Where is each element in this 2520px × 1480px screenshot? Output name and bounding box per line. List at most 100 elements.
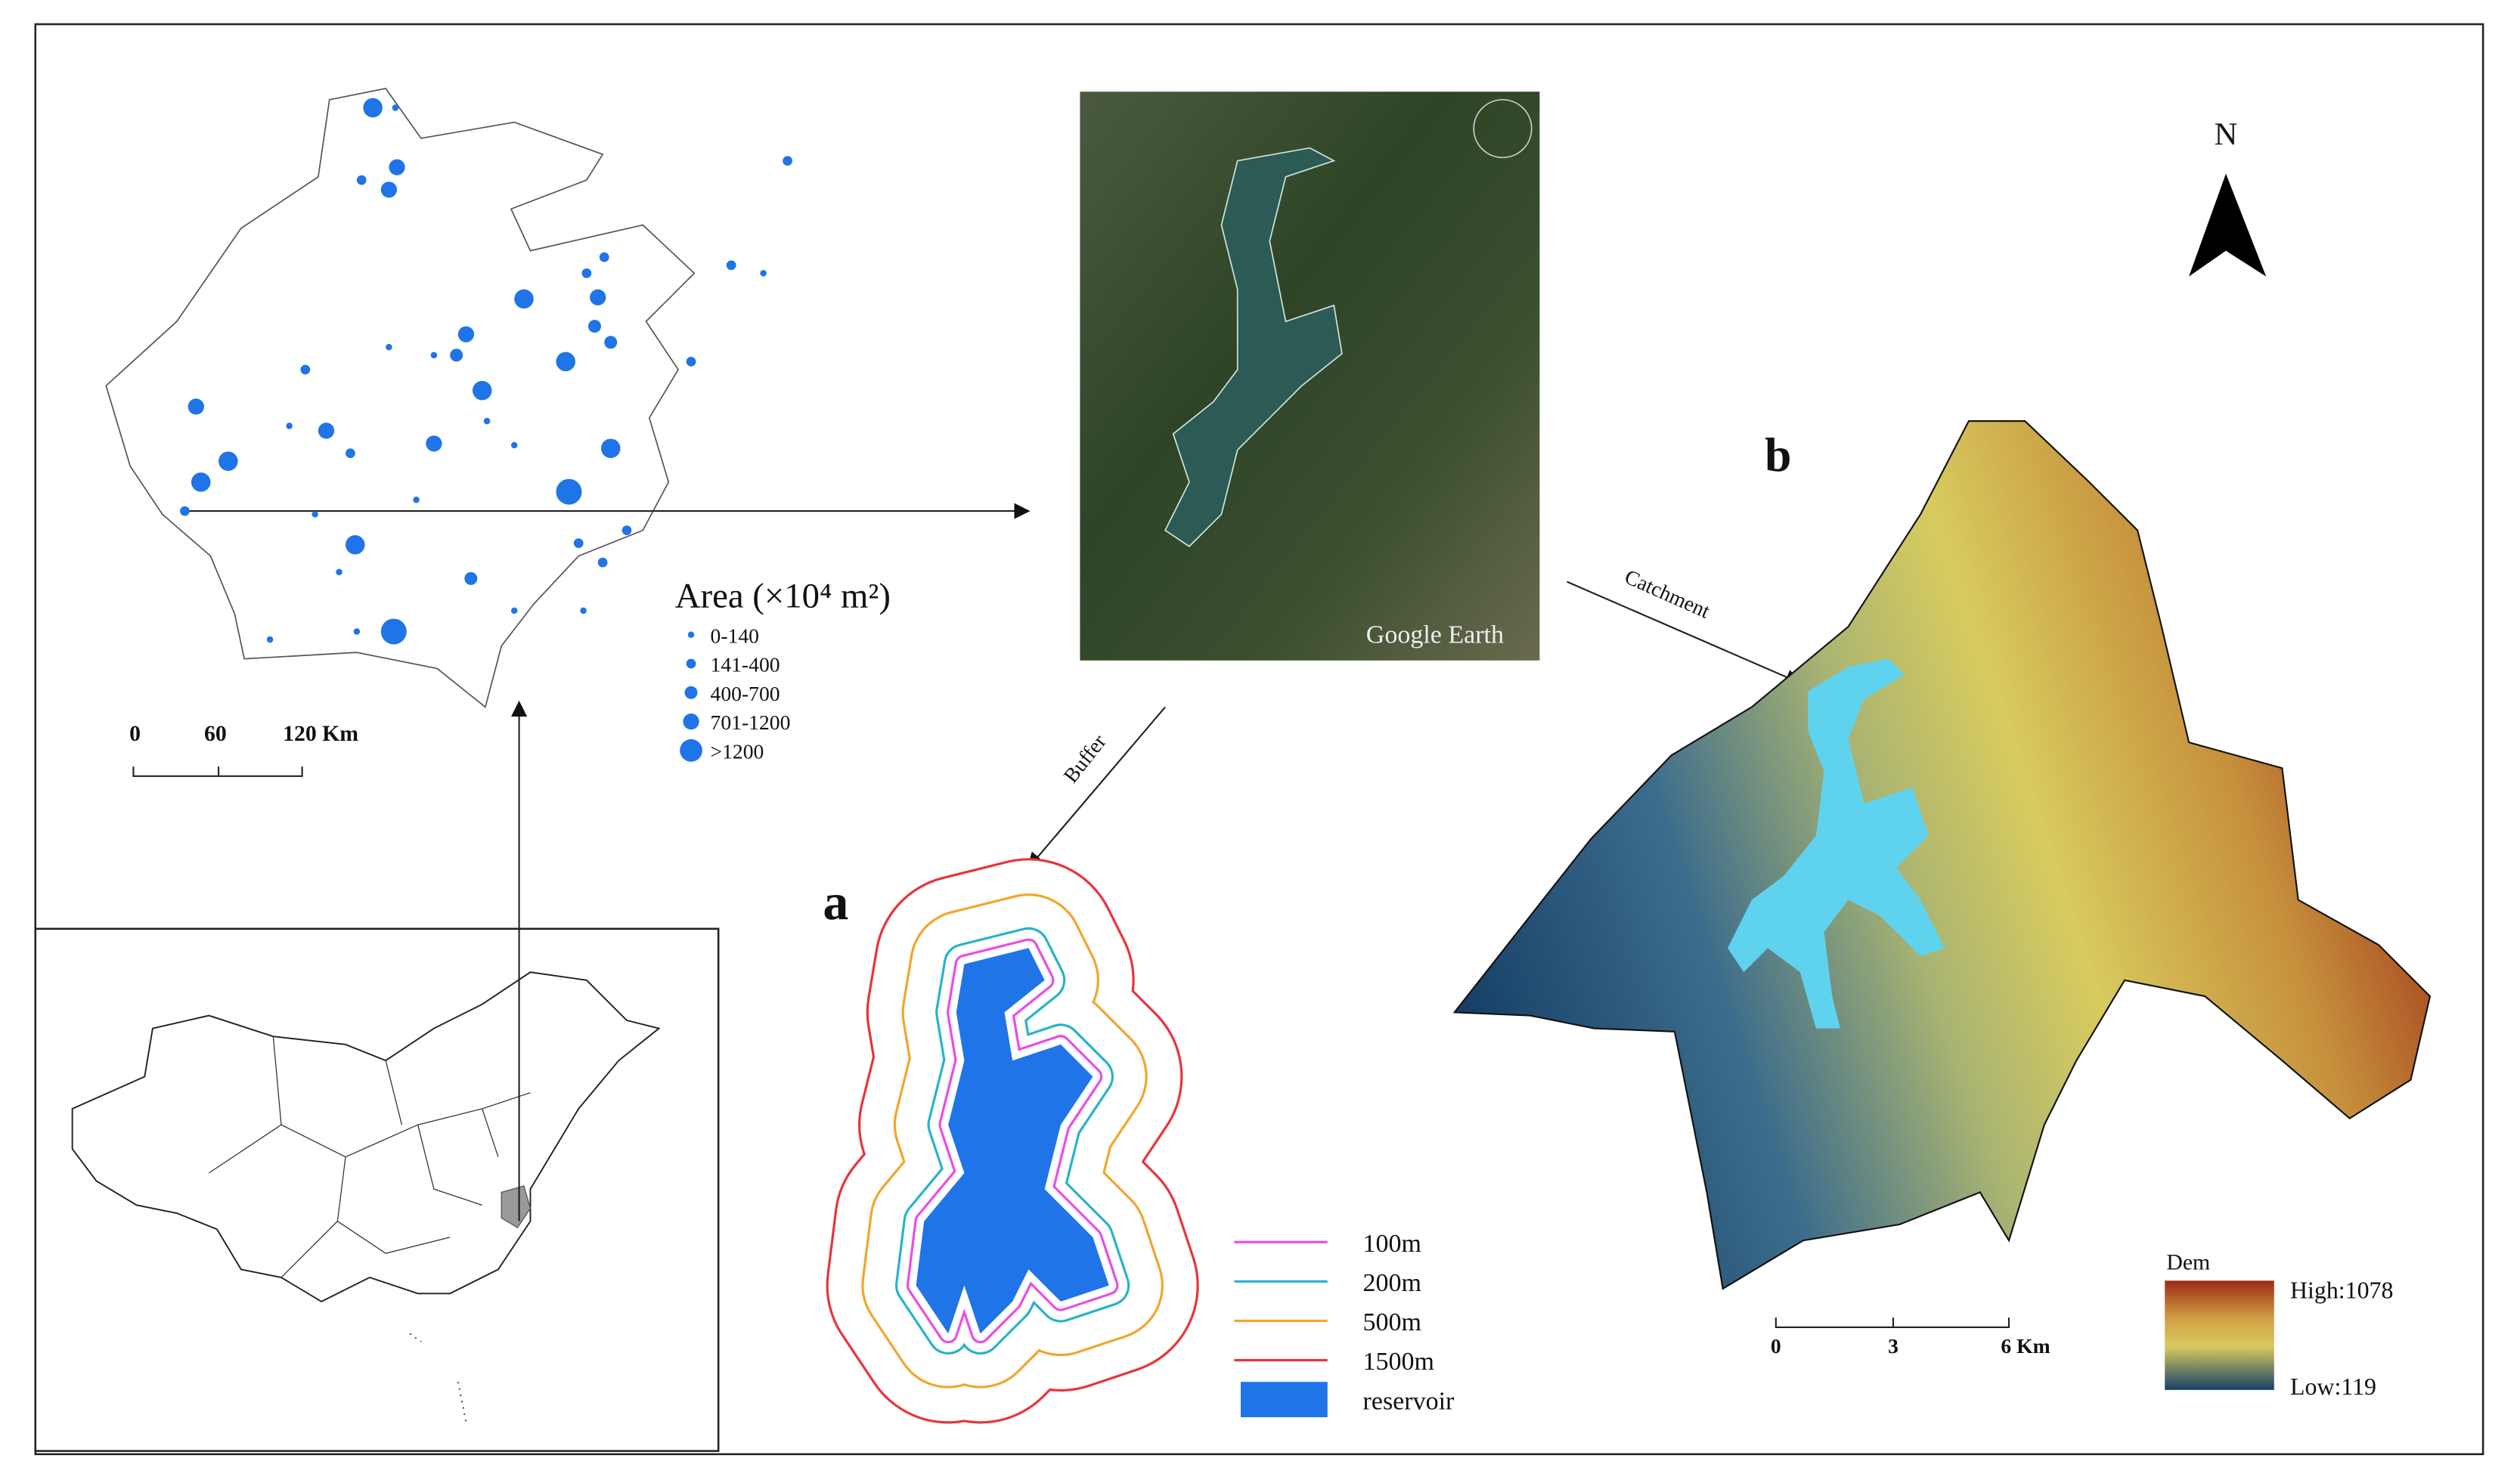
reservoir-marker xyxy=(426,435,442,452)
zhejiang-highlight xyxy=(501,1185,532,1228)
catchment xyxy=(1452,420,2432,1290)
reservoir-marker xyxy=(514,289,534,309)
islands xyxy=(409,1333,467,1423)
legend-label: 141-400 xyxy=(711,653,780,677)
scale-label: 0 xyxy=(1771,1334,1781,1358)
satellite-reservoir xyxy=(1164,147,1343,547)
panel-label: a xyxy=(823,873,848,930)
reservoir-marker xyxy=(312,511,318,518)
legend-swatch xyxy=(1240,1382,1328,1417)
reservoir-marker xyxy=(380,181,398,198)
panel-label: b xyxy=(1765,428,1791,481)
dem-low: Low:119 xyxy=(2290,1373,2376,1400)
catchment-reservoir xyxy=(1728,658,1945,1029)
reservoir-marker xyxy=(556,351,575,372)
reservoir-marker xyxy=(686,357,696,367)
reservoir-marker xyxy=(457,326,475,342)
scale-label: 120 Km xyxy=(283,721,358,746)
frame xyxy=(34,23,2484,1456)
reservoir-marker xyxy=(597,557,608,568)
reservoir xyxy=(916,948,1109,1334)
reservoir-marker xyxy=(191,472,211,492)
reservoir-marker xyxy=(450,348,463,362)
reservoir-marker xyxy=(599,252,609,262)
arrow-label: Catchment xyxy=(1621,565,1713,623)
reservoir-marker xyxy=(356,175,367,185)
scale-bar xyxy=(132,766,303,777)
reservoir-marker xyxy=(464,571,478,585)
reservoir-marker xyxy=(318,423,335,439)
legend-label: 701-1200 xyxy=(711,711,791,734)
size-legend: 0-140 141-400 400-700 701-1200 >1200 xyxy=(680,624,790,763)
reservoir-marker xyxy=(266,636,274,643)
reservoir-marker xyxy=(472,380,492,401)
scale-bar xyxy=(1775,1317,2010,1328)
reservoir-marker xyxy=(346,534,365,555)
watermark: Google Earth xyxy=(1366,621,1504,649)
reservoir-marker xyxy=(346,448,355,458)
reservoir-marker xyxy=(621,525,632,535)
reservoir-marker xyxy=(188,398,204,415)
reservoir-marker xyxy=(363,98,383,118)
reservoir-marker xyxy=(380,618,407,645)
reservoir-marker xyxy=(587,320,601,333)
reservoir-marker xyxy=(510,441,518,449)
province-outline xyxy=(105,88,696,708)
reservoir-marker xyxy=(573,538,584,548)
reservoir-marker xyxy=(483,417,491,425)
legend-label: 200m xyxy=(1363,1269,1421,1297)
reservoir-marker xyxy=(510,607,518,615)
reservoir-marker xyxy=(413,496,420,503)
reservoir-marker xyxy=(760,270,767,277)
reservoir-marker xyxy=(336,568,343,576)
province-boundaries xyxy=(208,1036,531,1278)
reservoir-marker xyxy=(353,628,361,635)
reservoir-marker xyxy=(430,351,438,359)
legend-label: 0-140 xyxy=(711,624,759,647)
reservoir-marker xyxy=(600,438,621,458)
legend-label: >1200 xyxy=(711,739,764,763)
reservoir-marker xyxy=(581,268,592,278)
reservoir-marker xyxy=(392,104,399,111)
reservoir-marker xyxy=(180,506,190,516)
buffer-rings xyxy=(826,858,1199,1424)
reservoir-marker xyxy=(300,364,311,375)
legend-title: Area (×10⁴ m²) xyxy=(675,577,891,616)
legend-symbol xyxy=(684,686,698,699)
legend-symbol xyxy=(680,738,702,762)
reservoir-marker xyxy=(556,478,582,505)
reservoir-marker xyxy=(590,289,606,306)
legend-symbol xyxy=(686,658,696,669)
reservoir-marker xyxy=(783,156,792,166)
scale-label: 6 Km xyxy=(2001,1334,2050,1358)
north-label: N xyxy=(2215,116,2238,152)
dem-high: High:1078 xyxy=(2290,1277,2393,1304)
north-arrow xyxy=(2189,173,2267,277)
scale-label: 60 xyxy=(204,721,227,746)
scale-label: 0 xyxy=(129,721,141,746)
legend-label: 100m xyxy=(1363,1230,1421,1258)
reservoir-marker xyxy=(386,344,392,351)
reservoir-marker xyxy=(389,159,405,175)
legend-symbol xyxy=(683,713,699,730)
reservoir-marker xyxy=(580,607,587,615)
arrow xyxy=(1567,581,1802,685)
inset-frame xyxy=(34,927,720,1452)
compass xyxy=(1473,99,1533,159)
arrow-label: Buffer xyxy=(1059,730,1111,788)
reservoir-marker xyxy=(604,336,618,349)
china-outline xyxy=(71,971,661,1303)
scale-label: 3 xyxy=(1888,1334,1899,1358)
legend-label: 400-700 xyxy=(711,682,780,705)
buffer-legend: 100m 200m 500m 1500m reservoir xyxy=(1234,1230,1455,1417)
dem-title: Dem xyxy=(2166,1249,2210,1274)
reservoir-marker xyxy=(726,260,736,271)
legend-label: reservoir xyxy=(1363,1387,1455,1415)
reservoir-marker xyxy=(219,451,238,471)
dem-ramp xyxy=(2165,1280,2274,1390)
legend-label: 1500m xyxy=(1363,1348,1434,1376)
arrow xyxy=(1028,706,1166,869)
legend-label: 500m xyxy=(1363,1308,1421,1336)
